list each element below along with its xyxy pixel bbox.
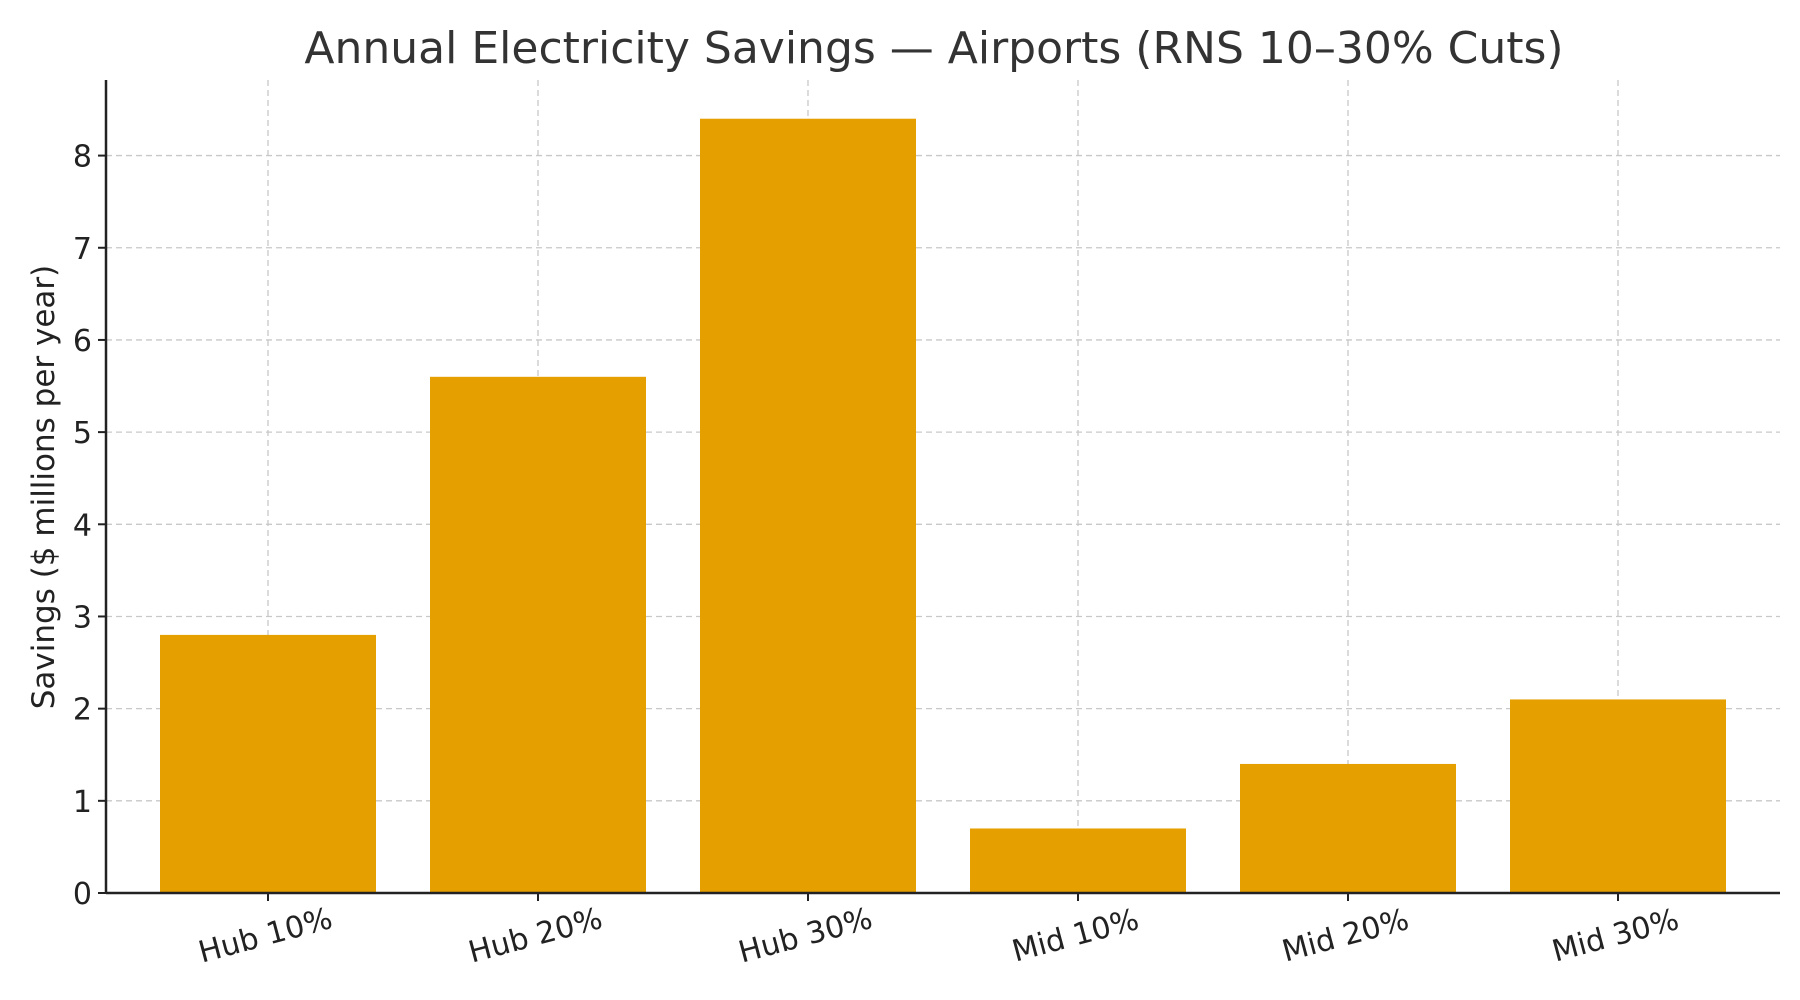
bar (1510, 699, 1726, 893)
x-tick-label: Hub 30% (735, 901, 876, 970)
y-tick-label: 4 (73, 508, 92, 543)
y-tick-label: 3 (73, 600, 92, 635)
x-tick-label: Hub 20% (465, 901, 606, 970)
x-tick-label: Mid 10% (1008, 902, 1142, 969)
x-axis-ticks: Hub 10% Hub 20% Hub 30% Mid 10% Mid 20% Mid 3… (195, 893, 1683, 970)
y-tick-label: 1 (73, 785, 92, 820)
x-tick-label: Mid 30% (1548, 902, 1682, 969)
bars (160, 118, 1726, 893)
y-axis-label: Savings ($ millions per year) (26, 265, 62, 710)
y-tick-label: 7 (73, 232, 92, 267)
y-axis-ticks: 0 1 2 3 4 5 6 7 8 (73, 140, 106, 912)
x-tick-label: Hub 10% (195, 901, 336, 970)
y-tick-label: 6 (73, 324, 92, 359)
bar (1240, 763, 1456, 893)
x-tick-label: Mid 20% (1278, 902, 1412, 969)
grid (106, 80, 1780, 894)
bar (700, 118, 916, 893)
bar (970, 828, 1186, 893)
y-tick-label: 2 (73, 693, 92, 728)
y-tick-label: 5 (73, 416, 92, 451)
y-tick-label: 0 (73, 877, 92, 912)
axes (104, 80, 1780, 895)
y-tick-label: 8 (73, 140, 92, 175)
chart-title: Annual Electricity Savings — Airports (R… (304, 23, 1563, 74)
bar (430, 376, 646, 893)
bar (160, 634, 376, 893)
